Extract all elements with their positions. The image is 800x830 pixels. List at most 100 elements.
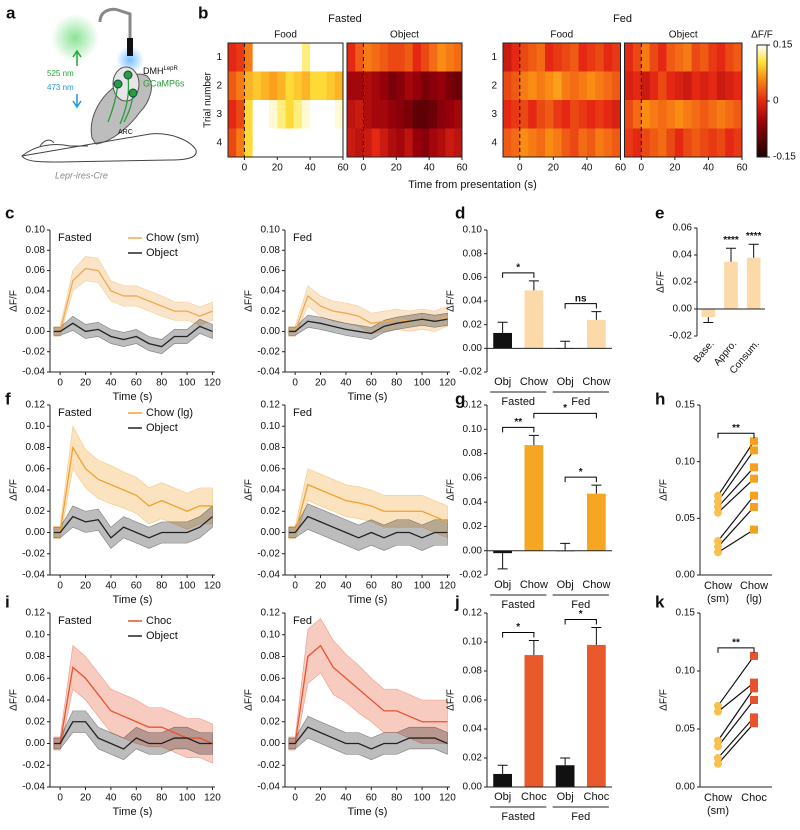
- x-tick-label: Obj: [494, 791, 511, 803]
- y-tick-label: -0.02: [22, 760, 45, 771]
- heatmap-cell: [666, 100, 676, 129]
- heatmap-cell: [371, 71, 381, 101]
- heatmap-cell: [511, 71, 521, 101]
- y-tick-label: 0.10: [463, 424, 483, 435]
- error-band: [288, 285, 448, 337]
- heatmap-cell: [544, 100, 554, 129]
- x-tick-label: 20: [548, 163, 560, 174]
- chart-title: Fed: [613, 13, 632, 25]
- y-tick-label: 0.06: [463, 272, 483, 283]
- heatmap-cell: [725, 71, 735, 101]
- y-tick-label: 0.00: [463, 782, 483, 793]
- fiber: [98, 7, 132, 40]
- heatmap-cell: [277, 71, 286, 101]
- chart-title: Fasted: [58, 407, 92, 419]
- heatmap-cell: [544, 71, 554, 101]
- heatmap-cell: [326, 100, 336, 129]
- heatmap-cell: [733, 71, 743, 101]
- heatmap-cell: [437, 128, 446, 158]
- significance-label: *: [579, 609, 583, 620]
- series-line: [288, 483, 448, 534]
- heatmap-cell: [429, 43, 438, 72]
- heatmap-cell: [293, 71, 303, 101]
- heatmap-cell: [691, 43, 701, 72]
- x-tick-label: (sm): [707, 805, 729, 817]
- heatmap-cell: [519, 128, 529, 158]
- heatmap-cell: [561, 128, 571, 158]
- significance-bracket: [717, 647, 755, 653]
- heatmap-cell: [236, 43, 245, 72]
- y-tick-label: 0.08: [463, 248, 483, 259]
- error-bar: [528, 280, 539, 291]
- y-tick-label: -0.04: [22, 367, 45, 378]
- heatmap-cell: [519, 71, 529, 101]
- error-bar: [703, 317, 714, 323]
- significance-label: ns: [575, 293, 587, 304]
- heatmap-cell: [355, 128, 364, 158]
- error-band: [53, 315, 213, 355]
- heatmap-cell: [228, 71, 237, 101]
- heatmap-cell: [252, 71, 262, 101]
- y-axis-label: ΔF/F: [659, 479, 670, 501]
- heatmap-cell: [519, 43, 529, 72]
- heatmap-cell: [544, 128, 554, 158]
- point: [750, 719, 758, 728]
- x-tick-label: 0: [57, 793, 63, 804]
- y-tick-label: 0.06: [26, 463, 46, 474]
- x-tick-label: 40: [340, 793, 352, 804]
- heatmap-cell: [612, 71, 621, 101]
- x-tick-label: 120: [204, 378, 221, 389]
- heatmap-cell: [301, 43, 311, 72]
- y-tick-label: 0.00: [676, 570, 696, 581]
- x-tick-label: 60: [366, 581, 378, 592]
- point: [750, 525, 758, 534]
- heatmap-cell: [503, 100, 512, 129]
- heatmap-cell: [371, 100, 381, 129]
- heatmap-cell: [612, 43, 621, 72]
- heatmap-cell: [277, 100, 286, 129]
- x-tick-label: Chow: [704, 580, 732, 592]
- green-arrow: [72, 49, 82, 66]
- x-tick-label: Chow: [704, 792, 732, 804]
- chart-title: Fasted: [58, 615, 92, 627]
- heatmap-cell: [586, 43, 596, 72]
- significance-label: **: [732, 638, 740, 649]
- group-label: Fed: [571, 599, 590, 611]
- heatmap-cell: [641, 128, 651, 158]
- error-bar: [497, 321, 508, 333]
- colorbar: [756, 44, 768, 158]
- heatmap-cell: [700, 43, 709, 72]
- heatmap-cell: [371, 43, 381, 72]
- heatmap-cell: [511, 43, 521, 72]
- bar: [746, 257, 761, 309]
- x-tick-label: Chow: [520, 376, 548, 388]
- group-label: Fed: [571, 811, 590, 823]
- x-tick-label: Chow: [520, 579, 548, 591]
- heatmap-cell: [355, 71, 364, 101]
- x-tick-label: 40: [105, 378, 117, 389]
- heatmap-cell: [404, 100, 414, 129]
- point: [750, 446, 758, 455]
- heatmap-cell: [536, 71, 546, 101]
- y-tick-label: 0.04: [26, 485, 46, 496]
- point: [750, 437, 758, 446]
- heatmap-cell: [318, 43, 327, 72]
- heatmap-cell: [285, 100, 295, 129]
- x-axis-label: Time from presentation (s): [408, 179, 537, 191]
- y-axis-label: ΔF/F: [446, 479, 457, 501]
- heatmap-cell: [445, 71, 455, 101]
- y-tick-label: 0.02: [673, 277, 693, 288]
- pair-line: [717, 449, 755, 502]
- bar: [587, 644, 606, 787]
- subpanel-title: Food: [274, 30, 297, 41]
- heatmap-cell: [269, 100, 278, 129]
- heatmap-cell: [632, 71, 642, 101]
- chart-title: Fed: [293, 615, 312, 627]
- x-tick-label: 100: [414, 793, 431, 804]
- heatmap-cell: [503, 71, 512, 101]
- error-bar: [591, 311, 602, 320]
- x-tick-label: 80: [156, 793, 168, 804]
- heatmap-cell: [363, 71, 373, 101]
- y-axis-label: ΔF/F: [244, 290, 255, 312]
- heatmap-cell: [396, 71, 405, 101]
